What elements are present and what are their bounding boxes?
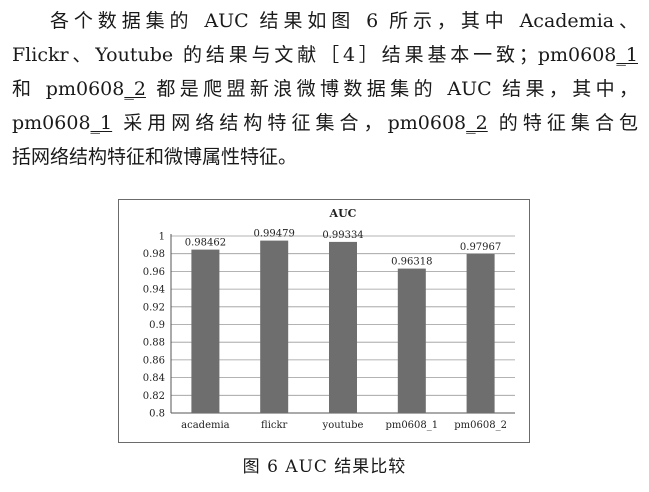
y-tick-label: 0.98 bbox=[143, 249, 165, 260]
y-tick-label: 0.96 bbox=[143, 267, 165, 278]
paragraph-line: 括网络结构特征和微博属性特征。 bbox=[12, 140, 638, 174]
data-label: 0.99334 bbox=[322, 230, 363, 241]
text-segment: 括网络结构特征和微博属性特征。 bbox=[12, 146, 298, 168]
bar-youtube bbox=[329, 241, 357, 413]
y-tick-label: 0.82 bbox=[143, 391, 165, 402]
y-tick-label: 1 bbox=[159, 232, 165, 243]
figure-caption: 图 6 AUC 结果比较 bbox=[242, 457, 407, 477]
bar-pm0608-1 bbox=[397, 268, 426, 413]
y-tick-label: 0.92 bbox=[143, 302, 165, 313]
underlined-subscript: _1 bbox=[90, 112, 113, 134]
underlined-subscript: _2 bbox=[466, 112, 488, 134]
y-tick-label: 0.94 bbox=[143, 285, 165, 296]
bar-pm0608-2 bbox=[466, 253, 495, 413]
body-paragraph: 各个数据集的 AUC 结果如图 6 所示，其中 Academia、 Flickr、… bbox=[12, 4, 638, 174]
x-tick-label: pm0608_1 bbox=[385, 420, 438, 431]
text-segment: 各个数据集的 AUC 结果如图 6 所示，其中 Academia、 bbox=[50, 10, 638, 32]
paragraph-line: pm0608_1 采用网络结构特征集合，pm0608_2 的特征集合包 bbox=[12, 106, 638, 140]
text-segment: 采用网络结构特征集合，pm0608 bbox=[112, 112, 467, 134]
bar-academia bbox=[191, 249, 220, 413]
y-tick-label: 0.84 bbox=[143, 373, 165, 384]
text-segment: Flickr、Youtube 的结果与文献［4］结果基本一致；pm0608 bbox=[12, 44, 617, 66]
paragraph-line: 各个数据集的 AUC 结果如图 6 所示，其中 Academia、 bbox=[12, 4, 638, 38]
x-tick-label: flickr bbox=[261, 420, 288, 431]
y-tick-label: 0.86 bbox=[143, 355, 165, 366]
underlined-subscript: _1 bbox=[616, 44, 638, 66]
bar-flickr bbox=[260, 240, 289, 413]
x-tick-label: pm0608_2 bbox=[454, 420, 507, 431]
text-segment: 都是爬盟新浪微博数据集的 AUC 结果，其中， bbox=[145, 78, 638, 100]
data-label: 0.97967 bbox=[460, 242, 501, 253]
paragraph-line: 和 pm0608_2 都是爬盟新浪微博数据集的 AUC 结果，其中， bbox=[12, 72, 638, 106]
x-tick-label: youtube bbox=[322, 420, 364, 431]
data-label: 0.96318 bbox=[391, 257, 432, 268]
data-label: 0.99479 bbox=[254, 229, 295, 240]
chart-title: AUC bbox=[329, 207, 357, 220]
text-segment: 和 pm0608 bbox=[12, 78, 125, 100]
data-label: 0.98462 bbox=[185, 238, 226, 249]
auc-figure: AUC 0.8 0.82 0.84 0.86 0.88 0.9 0.92 0.94 0.96 0.9… bbox=[118, 199, 530, 443]
x-tick-label: academia bbox=[181, 420, 230, 431]
auc-bar-chart: AUC 0.8 0.82 0.84 0.86 0.88 0.9 0.92 0.94 0.96 0.9… bbox=[143, 207, 515, 431]
underlined-subscript: _2 bbox=[124, 78, 146, 100]
paragraph-line: Flickr、Youtube 的结果与文献［4］结果基本一致；pm0608_1 bbox=[12, 38, 638, 72]
text-segment: 的特征集合包 bbox=[487, 112, 638, 134]
y-tick-label: 0.8 bbox=[149, 409, 165, 420]
y-tick-label: 0.9 bbox=[149, 320, 165, 331]
text-segment: pm0608 bbox=[12, 112, 91, 134]
y-tick-label: 0.88 bbox=[143, 338, 165, 349]
